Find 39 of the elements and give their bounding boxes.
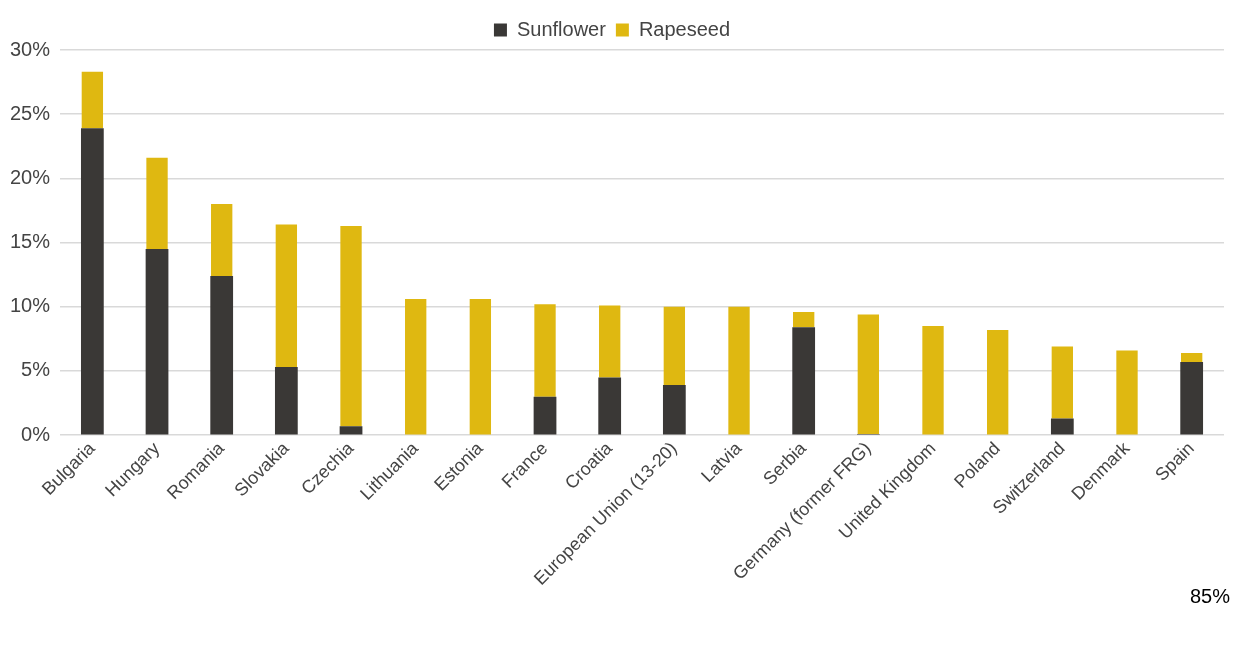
bar	[922, 326, 944, 435]
legend-label: Sunflower	[516, 17, 607, 40]
bar	[598, 377, 622, 435]
bar	[728, 306, 750, 435]
bar	[340, 225, 362, 427]
y-tick-label: 10%	[10, 294, 51, 317]
bar	[599, 305, 621, 378]
bar	[405, 299, 427, 435]
bar	[792, 327, 816, 435]
bar	[987, 329, 1009, 435]
bar	[145, 249, 169, 435]
bar	[210, 275, 234, 435]
bar	[1116, 350, 1138, 435]
bar	[1050, 418, 1074, 435]
bar	[339, 426, 363, 435]
bar	[793, 311, 815, 328]
bar	[1180, 361, 1204, 435]
y-tick-label: 0%	[21, 422, 51, 445]
bar	[533, 396, 557, 435]
bar	[857, 314, 880, 434]
y-tick-label: 15%	[10, 230, 51, 253]
bar	[469, 299, 492, 435]
bar	[146, 157, 168, 249]
bar	[534, 304, 556, 397]
bar	[81, 71, 104, 129]
y-tick-label: 5%	[21, 358, 51, 381]
bar	[275, 224, 298, 368]
bar	[274, 367, 298, 435]
bar	[662, 385, 686, 435]
bar	[1181, 353, 1203, 362]
y-tick-label: 25%	[10, 101, 51, 124]
bar	[663, 306, 686, 386]
legend-label: Rapeseed	[638, 17, 731, 40]
bar	[211, 204, 233, 276]
bar	[80, 128, 104, 435]
text: 85%	[1189, 585, 1231, 607]
y-tick-label: 30%	[10, 37, 51, 60]
y-tick-label: 20%	[10, 165, 51, 188]
bar	[1051, 346, 1074, 419]
